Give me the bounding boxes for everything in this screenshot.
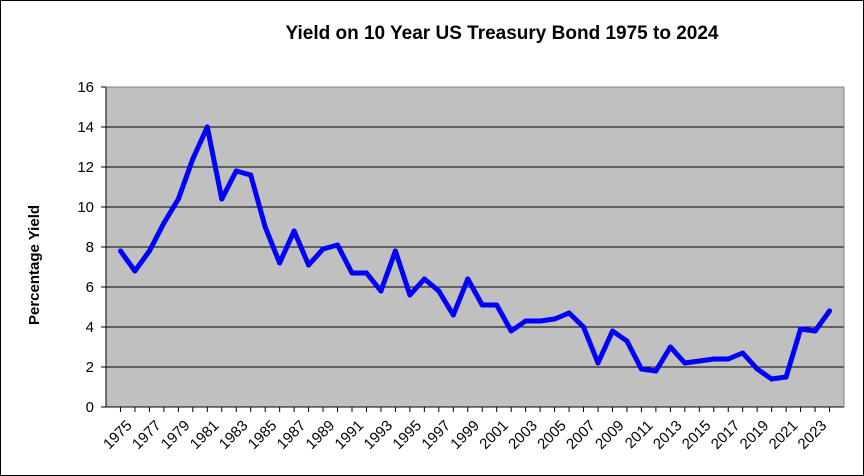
data-point-1977 xyxy=(146,248,152,254)
x-tick-label: 1985 xyxy=(245,417,281,453)
data-point-1994 xyxy=(392,248,398,254)
y-tick-label: 16 xyxy=(77,79,94,96)
x-tick-label: 1983 xyxy=(216,417,252,453)
data-point-1980 xyxy=(190,156,196,162)
x-tick-label: 2015 xyxy=(679,417,715,453)
data-point-2001 xyxy=(494,302,500,308)
data-point-1981 xyxy=(204,124,210,130)
data-point-1993 xyxy=(378,288,384,294)
data-point-1985 xyxy=(262,224,268,230)
data-point-1995 xyxy=(407,292,413,298)
y-tick-label: 4 xyxy=(86,319,94,336)
data-point-1999 xyxy=(465,276,471,282)
data-point-2019 xyxy=(754,366,760,372)
data-point-1992 xyxy=(363,270,369,276)
x-tick-label: 1995 xyxy=(389,417,425,453)
x-tick-label: 1981 xyxy=(187,417,223,453)
data-point-1983 xyxy=(233,168,239,174)
x-tick-label: 1987 xyxy=(274,417,310,453)
data-points xyxy=(117,124,833,382)
data-point-2020 xyxy=(769,376,775,382)
data-point-2010 xyxy=(624,338,630,344)
x-tick-label: 2009 xyxy=(592,417,628,453)
y-tick-label: 12 xyxy=(77,159,94,176)
data-point-2011 xyxy=(638,366,644,372)
data-point-2013 xyxy=(667,344,673,350)
data-point-1982 xyxy=(219,196,225,202)
data-point-2018 xyxy=(740,350,746,356)
y-tick-label: 14 xyxy=(77,119,94,136)
data-point-2023 xyxy=(812,328,818,334)
x-tick-label: 1997 xyxy=(418,417,454,453)
data-point-2024 xyxy=(827,308,833,314)
data-point-1997 xyxy=(436,288,442,294)
data-point-2015 xyxy=(696,358,702,364)
data-point-2014 xyxy=(682,360,688,366)
data-point-1998 xyxy=(450,312,456,318)
data-point-2017 xyxy=(725,356,731,362)
data-point-1976 xyxy=(132,268,138,274)
x-tick-label: 1999 xyxy=(447,417,483,453)
x-tick-label: 2021 xyxy=(766,417,802,453)
data-point-2012 xyxy=(653,368,659,374)
data-point-2021 xyxy=(783,374,789,380)
x-tick-label: 2023 xyxy=(795,417,831,453)
data-point-2002 xyxy=(508,328,514,334)
x-tick-label: 2019 xyxy=(737,417,773,453)
x-tick-label: 1989 xyxy=(303,417,339,453)
data-point-1984 xyxy=(248,172,254,178)
x-tick-label: 2007 xyxy=(563,417,599,453)
data-point-2008 xyxy=(595,360,601,366)
data-point-1989 xyxy=(320,246,326,252)
data-point-2007 xyxy=(581,324,587,330)
data-point-1979 xyxy=(175,196,181,202)
data-point-1996 xyxy=(421,276,427,282)
x-tick-label: 1991 xyxy=(332,417,368,453)
data-point-2005 xyxy=(552,316,558,322)
y-tick-label: 6 xyxy=(86,279,94,296)
data-point-2000 xyxy=(479,302,485,308)
x-tick-label: 2001 xyxy=(476,417,512,453)
x-tick-label: 1977 xyxy=(129,417,165,453)
data-point-1987 xyxy=(291,228,297,234)
data-point-2022 xyxy=(798,326,804,332)
x-tick-label: 1979 xyxy=(158,417,194,453)
data-point-1991 xyxy=(349,270,355,276)
x-tick-label: 2013 xyxy=(650,417,686,453)
data-point-1978 xyxy=(161,220,167,226)
data-point-2006 xyxy=(566,310,572,316)
data-point-2016 xyxy=(711,356,717,362)
data-point-2004 xyxy=(537,318,543,324)
data-point-2003 xyxy=(523,318,529,324)
x-tick-label: 2005 xyxy=(534,417,570,453)
y-axis: 0 2 4 6 8 10 12 14 16 xyxy=(77,79,107,416)
x-tick-label: 2017 xyxy=(708,417,744,453)
x-tick-label: 2003 xyxy=(505,417,541,453)
y-tick-label: 0 xyxy=(86,399,94,416)
y-tick-label: 10 xyxy=(77,199,94,216)
x-tick-label: 2011 xyxy=(622,417,657,452)
data-point-1988 xyxy=(306,262,312,268)
y-axis-label: Percentage Yield xyxy=(26,205,43,325)
data-point-1975 xyxy=(117,248,123,254)
chart-title: Yield on 10 Year US Treasury Bond 1975 t… xyxy=(286,23,719,44)
data-point-2009 xyxy=(609,328,615,334)
y-tick-label: 8 xyxy=(86,239,94,256)
x-tick-label: 1993 xyxy=(361,417,397,453)
data-point-1990 xyxy=(335,242,341,248)
data-point-1986 xyxy=(277,260,283,266)
y-tick-label: 2 xyxy=(86,359,94,376)
x-tick-label: 1975 xyxy=(100,417,136,453)
